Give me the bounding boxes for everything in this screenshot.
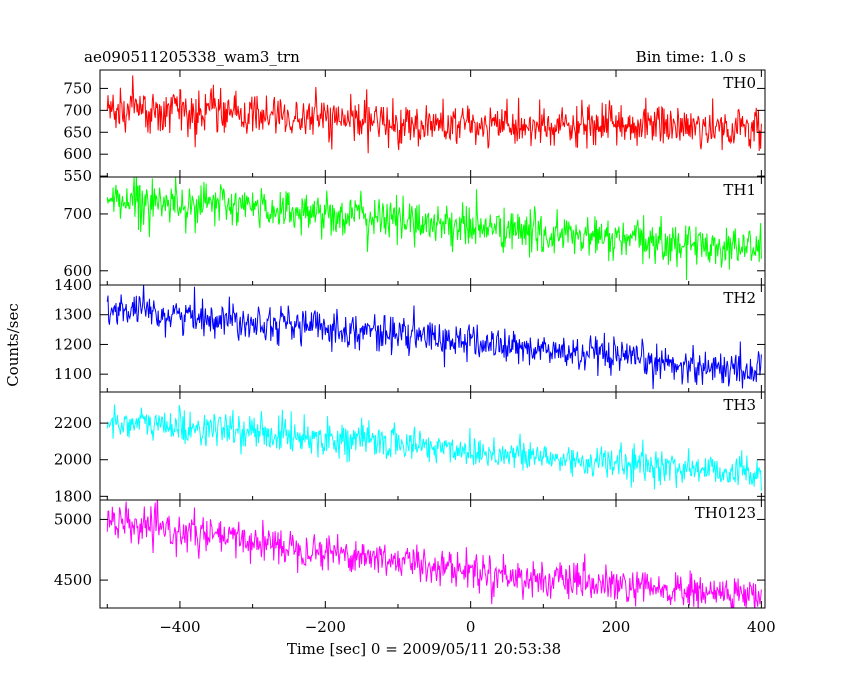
x-tick-label: −400 xyxy=(159,618,200,636)
y-tick-label: 550 xyxy=(63,167,92,185)
x-tick-label: −200 xyxy=(305,618,346,636)
x-tick-label: 400 xyxy=(747,618,776,636)
y-tick-label: 1100 xyxy=(54,365,92,383)
x-tick-label: 0 xyxy=(466,618,476,636)
series-th3 xyxy=(106,404,762,491)
y-tick-label: 700 xyxy=(63,205,92,223)
x-axis: −400 −200 0 200 400 xyxy=(159,618,775,636)
y-tick-label: 700 xyxy=(63,101,92,119)
panel-label-th0123: TH0123 xyxy=(695,504,756,522)
series-th0 xyxy=(106,75,762,154)
series-th1 xyxy=(106,177,762,281)
y-tick-label: 5000 xyxy=(54,510,92,528)
panel-label-th3: TH3 xyxy=(723,396,756,414)
y-tick-label: 1800 xyxy=(54,487,92,505)
y-tick-label: 2200 xyxy=(54,414,92,432)
panel-label-th0: TH0 xyxy=(723,74,756,92)
bin-time-label: Bin time: 1.0 s xyxy=(636,48,746,66)
series-th0123 xyxy=(106,500,762,608)
panel-label-th2: TH2 xyxy=(723,289,756,307)
series-th2 xyxy=(106,285,762,390)
y-axis-label: Counts/sec xyxy=(4,303,22,387)
panel-th3: 1800 2000 2200 TH3 xyxy=(54,391,766,505)
x-axis-label: Time [sec] 0 = 2009/05/11 20:53:38 xyxy=(287,640,561,658)
y-tick-label: 600 xyxy=(63,145,92,163)
panel-label-th1: TH1 xyxy=(723,181,756,199)
y-tick-label: 2000 xyxy=(54,451,92,469)
y-tick-label: 750 xyxy=(63,79,92,97)
y-tick-label: 1200 xyxy=(54,335,92,353)
y-tick-label: 1400 xyxy=(54,276,92,294)
y-tick-label: 650 xyxy=(63,123,92,141)
panel-th1: 600 700 TH1 xyxy=(63,176,766,286)
panel-th0123: 4500 5000 TH0123 xyxy=(54,499,766,609)
panel-th2: 1100 1200 1300 1400 TH2 xyxy=(54,276,766,393)
x-tick-label: 200 xyxy=(602,618,631,636)
y-tick-label: 1300 xyxy=(54,306,92,324)
y-tick-label: 600 xyxy=(63,262,92,280)
y-tick-label: 4500 xyxy=(54,571,92,589)
chart-title: ae090511205338_wam3_trn xyxy=(84,48,300,66)
panel-frame xyxy=(99,499,766,609)
